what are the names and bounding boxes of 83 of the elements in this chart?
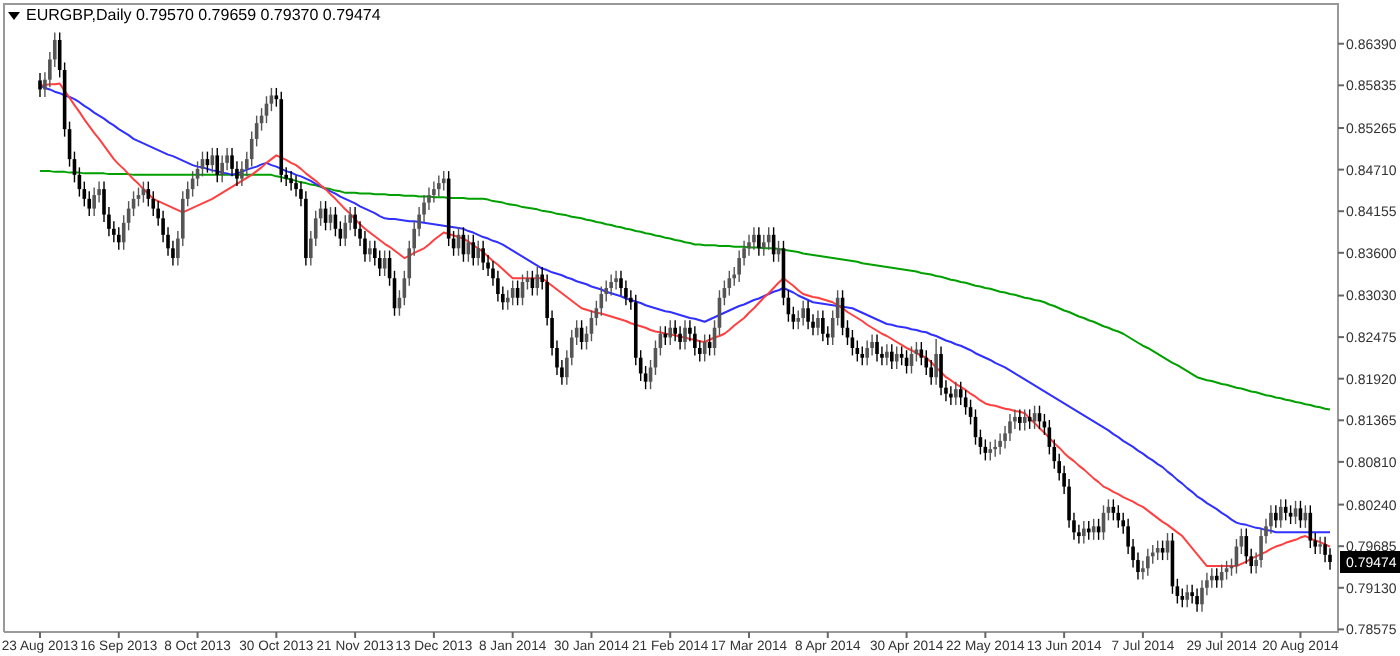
candlestick: [1008, 413, 1012, 442]
candlestick: [1116, 504, 1121, 529]
candlestick: [737, 249, 741, 283]
candlestick: [437, 174, 441, 198]
candlestick: [806, 300, 810, 330]
candlestick: [1259, 527, 1263, 569]
candlestick: [885, 343, 889, 366]
candlestick: [476, 240, 481, 267]
candlestick: [1288, 504, 1293, 525]
candlestick: [38, 72, 42, 98]
candlestick: [1180, 587, 1185, 608]
candlestick: [535, 266, 540, 297]
candlestick: [1146, 548, 1150, 577]
candlestick: [624, 279, 628, 306]
candlestick: [889, 343, 894, 370]
candlestick: [1210, 567, 1214, 589]
candlestick: [1318, 536, 1322, 555]
candlestick: [353, 206, 357, 238]
candlestick: [988, 440, 993, 462]
candlestick: [505, 289, 510, 311]
candlestick: [693, 325, 697, 357]
candlestick: [939, 345, 943, 396]
candlestick: [294, 174, 298, 198]
candlestick: [619, 270, 623, 297]
candlestick: [220, 154, 224, 184]
candlestick: [614, 270, 618, 291]
candlestick: [801, 300, 805, 327]
candlestick: [1022, 408, 1027, 432]
candlestick: [1195, 587, 1199, 613]
candlestick: [1190, 584, 1194, 605]
candlestick: [481, 240, 485, 271]
candlestick: [87, 190, 92, 217]
candlestick: [368, 240, 372, 263]
candlestick: [796, 309, 801, 330]
candlestick: [116, 226, 121, 251]
candlestick: [432, 180, 436, 204]
candlestick: [1155, 539, 1160, 561]
candlestick: [377, 249, 382, 277]
candlestick: [860, 345, 865, 366]
candlestick: [998, 432, 1002, 456]
candlestick: [1274, 504, 1278, 529]
candlestick: [954, 381, 958, 406]
candlestick: [1200, 579, 1204, 613]
candlestick: [1293, 500, 1298, 525]
candlestick: [899, 345, 904, 366]
candlestick: [343, 214, 348, 247]
candlestick: [599, 285, 604, 317]
candlestick: [136, 186, 141, 208]
candlestick: [934, 338, 938, 386]
candlestick: [471, 234, 476, 267]
candlestick: [215, 147, 220, 184]
candlestick: [1323, 536, 1327, 564]
candlestick: [761, 234, 766, 257]
candlestick: [609, 273, 613, 297]
candlestick: [678, 325, 682, 351]
candlestick: [821, 309, 825, 342]
candlestick: [757, 226, 761, 257]
candlestick: [949, 385, 953, 406]
candlestick: [1278, 498, 1283, 529]
candlestick: [441, 170, 446, 192]
candlestick: [289, 170, 293, 192]
candlestick: [1160, 539, 1165, 561]
candlestick: [1214, 567, 1219, 589]
candlestick: [993, 438, 997, 458]
candlestick: [240, 160, 244, 187]
candlestick: [1086, 520, 1091, 541]
candlestick: [92, 186, 96, 217]
candlestick: [865, 339, 869, 366]
candlestick: [870, 333, 874, 357]
candlestick: [683, 319, 687, 351]
candlestick: [668, 319, 673, 346]
candlestick: [875, 333, 879, 363]
candlestick: [673, 319, 677, 342]
candlestick: [894, 345, 899, 370]
candlestick: [230, 147, 234, 178]
candlestick: [1224, 560, 1229, 581]
candlestick: [1082, 520, 1086, 545]
candlestick: [1185, 584, 1190, 608]
candlestick: [816, 309, 820, 336]
chart-title: EURGBP,Daily 0.79570 0.79659 0.79370 0.79474: [26, 6, 382, 24]
candlestick: [766, 226, 771, 251]
candlestick: [752, 226, 756, 251]
candlestick: [1018, 408, 1022, 432]
